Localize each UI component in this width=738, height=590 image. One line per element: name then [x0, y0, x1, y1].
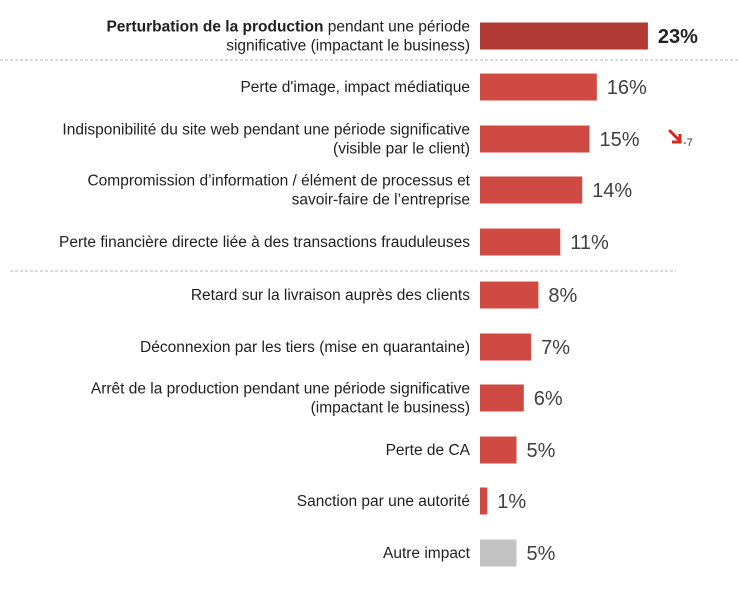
- value-label: 7%: [541, 337, 570, 359]
- bar: [480, 384, 524, 412]
- category-label: Perte de CA: [386, 442, 471, 459]
- category-label: savoir-faire de l’entreprise: [292, 192, 470, 209]
- trend-value: -7: [683, 137, 693, 149]
- category-label: significative (impactant le business): [226, 38, 470, 55]
- value-label: 14%: [592, 180, 632, 202]
- category-label: Perte d'image, impact médiatique: [240, 79, 470, 96]
- value-label: 5%: [527, 440, 556, 462]
- value-label: 5%: [527, 543, 556, 565]
- value-label: 6%: [534, 388, 563, 410]
- arrow-down-right-icon: [672, 134, 682, 144]
- bar: [480, 436, 517, 464]
- category-label: Compromission d’information / élément de…: [87, 173, 470, 190]
- category-label: Déconnexion par les tiers (mise en quara…: [140, 339, 470, 356]
- category-label: Arrêt de la production pendant une pério…: [91, 381, 470, 398]
- bar: [480, 176, 583, 204]
- category-label: Sanction par une autorité: [297, 493, 470, 510]
- value-label: 23%: [658, 26, 698, 48]
- value-label: 8%: [548, 285, 577, 307]
- bar: [480, 539, 517, 567]
- bar: [480, 281, 539, 309]
- bar: [480, 73, 597, 101]
- category-label: Indisponibilité du site web pendant une …: [62, 122, 470, 139]
- category-label: (visible par le client): [333, 141, 470, 158]
- bar: [480, 487, 488, 515]
- value-label: 16%: [607, 77, 647, 99]
- value-label: 15%: [600, 129, 640, 151]
- bar: [480, 333, 532, 361]
- value-label: 11%: [570, 232, 609, 254]
- category-label: Autre impact: [383, 545, 471, 562]
- category-label: Perte financière directe liée à des tran…: [59, 234, 470, 251]
- category-label: Perturbation de la production pendant un…: [106, 19, 470, 36]
- value-label: 1%: [497, 491, 526, 513]
- bar: [480, 22, 648, 50]
- bar: [480, 125, 590, 153]
- category-label: (impactant le business): [311, 400, 470, 417]
- bar: [480, 228, 561, 256]
- category-label: Retard sur la livraison auprès des clien…: [191, 287, 470, 304]
- arrow-down-right-icon: [668, 129, 680, 141]
